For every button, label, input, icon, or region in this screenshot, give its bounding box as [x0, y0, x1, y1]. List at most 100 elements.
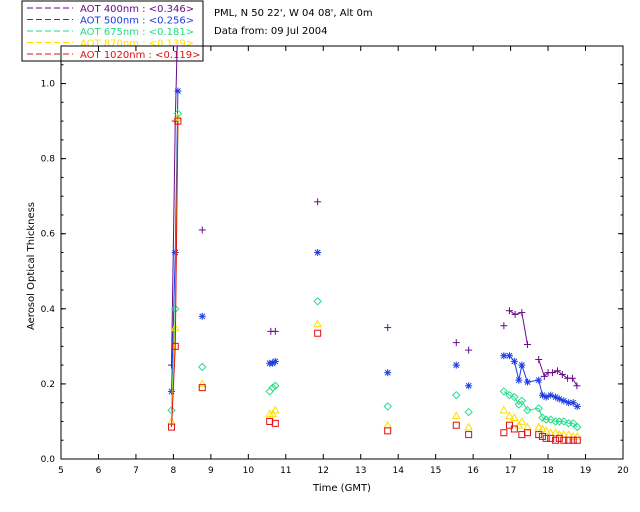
- data-point: [568, 431, 578, 440]
- series-line: [521, 312, 528, 345]
- data-point: [510, 425, 518, 433]
- data-point: [271, 357, 279, 365]
- data-point: [173, 46, 181, 50]
- x-tick-label: 5: [58, 466, 64, 476]
- data-point: [559, 417, 569, 426]
- data-point: [500, 322, 508, 330]
- data-point: [514, 420, 524, 429]
- x-axis-label: Time (GMT): [312, 483, 371, 494]
- data-point: [505, 411, 514, 420]
- legend: AOT 400nm : <0.346>AOT 500nm : <0.256> AO…: [21, 0, 204, 62]
- y-tick-label: 0.8: [41, 155, 56, 165]
- data-point: [384, 427, 392, 435]
- data-point: [523, 340, 531, 348]
- data-point: [499, 405, 509, 414]
- x-tick-label: 7: [133, 466, 139, 476]
- data-point: [535, 376, 543, 384]
- data-point: [173, 112, 183, 121]
- data-point: [535, 356, 543, 364]
- data-point: [518, 361, 526, 369]
- data-point: [505, 352, 513, 360]
- data-point: [465, 382, 473, 390]
- data-point: [553, 367, 561, 375]
- data-point: [554, 430, 564, 438]
- data-point: [565, 436, 573, 444]
- data-point: [517, 416, 527, 425]
- data-point: [534, 422, 544, 431]
- data-point: [314, 198, 322, 206]
- series-line: [503, 391, 510, 396]
- data-point: [171, 342, 179, 350]
- data-point: [572, 431, 582, 440]
- data-point: [384, 324, 392, 332]
- data-point: [510, 392, 519, 402]
- data-point: [569, 436, 577, 444]
- legend-label: AOT 500nm : <0.256>: [80, 16, 194, 27]
- data-point: [573, 402, 581, 410]
- series-line: [521, 364, 528, 383]
- data-point: [505, 421, 513, 429]
- data-point: [510, 357, 518, 365]
- x-tick-label: 18: [542, 466, 554, 476]
- data-point: [535, 431, 543, 439]
- data-point: [452, 339, 460, 347]
- series-line: [513, 396, 520, 405]
- series-line: [527, 407, 539, 411]
- data-point: [541, 426, 551, 435]
- data-point: [383, 420, 393, 429]
- data-point: [464, 407, 473, 417]
- x-tick-label: 8: [171, 466, 177, 476]
- data-point: [523, 429, 531, 437]
- data-point: [168, 423, 176, 431]
- legend-label: AOT 1020nm : <0.119>: [80, 50, 200, 61]
- data-point: [452, 421, 460, 429]
- data-point: [198, 384, 206, 392]
- data-point: [314, 249, 322, 256]
- legend-item: AOT 500nm : <0.256>: [27, 16, 194, 27]
- data-point: [270, 405, 280, 414]
- series-line: [538, 359, 545, 377]
- series-line: [171, 252, 176, 392]
- series-5: [168, 117, 581, 444]
- data-point: [518, 309, 526, 317]
- series-line: [509, 310, 516, 315]
- data-point: [174, 87, 182, 95]
- y-tick-label: 0.6: [41, 230, 56, 240]
- data-point: [568, 374, 576, 382]
- series-line: [538, 408, 543, 418]
- x-tick-label: 19: [580, 466, 592, 476]
- x-tick-label: 6: [96, 466, 102, 476]
- data-point: [555, 434, 563, 442]
- y-axis-label: Aerosol Optical Thickness: [26, 202, 37, 330]
- legend-label: AOT 870nm : <0.139>: [80, 39, 194, 50]
- x-tick-label: 16: [467, 466, 479, 476]
- data-point: [313, 297, 322, 306]
- data-point: [265, 387, 274, 396]
- x-tick-label: 14: [392, 466, 404, 476]
- x-tick-label: 10: [243, 466, 255, 476]
- data-point: [452, 361, 460, 369]
- legend-label: AOT 400nm : <0.346>: [80, 4, 194, 15]
- data-point: [547, 434, 555, 442]
- data-point: [573, 436, 581, 444]
- x-tick-label: 20: [617, 466, 629, 476]
- data-point: [511, 310, 519, 318]
- data-point: [505, 307, 513, 315]
- data-point: [552, 436, 560, 444]
- series-line: [174, 46, 178, 122]
- data-point: [523, 378, 531, 386]
- data-point: [551, 417, 560, 426]
- data-point: [509, 413, 519, 421]
- x-tick-label: 12: [318, 466, 329, 476]
- data-point: [505, 390, 514, 400]
- legend-item: AOT 400nm : <0.346>: [27, 4, 194, 15]
- data-point: [465, 431, 473, 439]
- data-point: [271, 419, 279, 427]
- series-line: [562, 374, 568, 379]
- data-point: [538, 432, 546, 440]
- location-text: PML, N 50 22', W 04 08', Alt 0m: [214, 8, 373, 19]
- data-point: [198, 312, 206, 320]
- y-tick-label: 0.4: [41, 305, 56, 315]
- data-point: [558, 371, 566, 379]
- data-point: [266, 417, 274, 425]
